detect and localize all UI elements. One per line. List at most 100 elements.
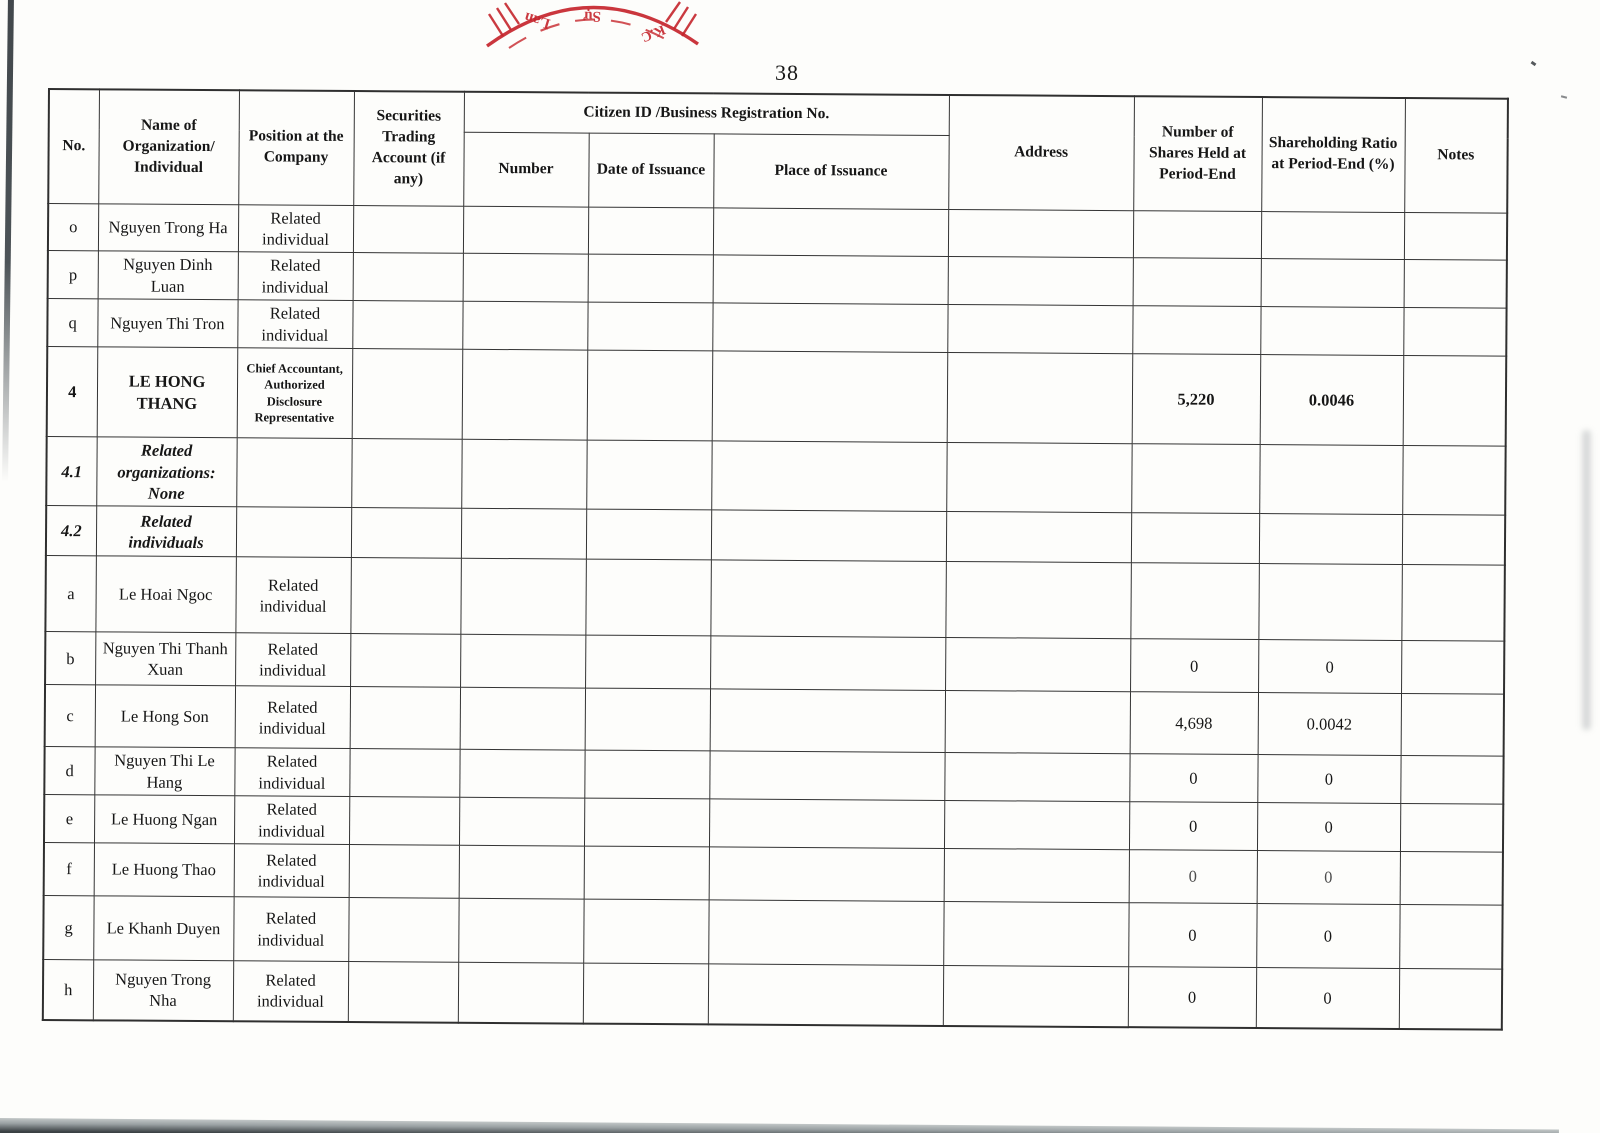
cell-id-number [460, 634, 586, 689]
cell-address [943, 848, 1129, 903]
cell-shares: 0 [1128, 902, 1257, 968]
cell-id-date [585, 509, 712, 561]
cell-position [236, 437, 352, 508]
cell-ratio: 0.0046 [1259, 354, 1404, 446]
cell-id-place [710, 560, 946, 638]
cell-no: 4.1 [46, 436, 97, 507]
cell-notes [1403, 211, 1508, 261]
header-id-date: Date of Issuance [588, 132, 714, 208]
cell-no: p [47, 250, 98, 300]
cell-notes [1403, 259, 1507, 309]
cell-id-date [583, 899, 709, 965]
cell-no: h [42, 959, 94, 1021]
cell-notes [1402, 445, 1506, 516]
stamp-text-right: K.C [639, 21, 667, 44]
cell-shares: 5,220 [1131, 353, 1261, 445]
cell-position [235, 507, 352, 558]
cell-id-place [711, 441, 947, 512]
table-row: f Le Huong Thao Related individual 0 0 [43, 842, 1503, 906]
cell-position: Related individual [237, 204, 354, 253]
cell-notes [1403, 307, 1507, 357]
cell-address [946, 352, 1133, 444]
scan-speck [1530, 60, 1537, 67]
header-notes: Notes [1404, 97, 1508, 213]
cell-id-date [584, 688, 711, 752]
scan-smudge-right [1582, 430, 1591, 730]
cell-shares: 0 [1128, 801, 1258, 851]
cell-account [351, 438, 462, 509]
cell-name: Related individuals [95, 506, 237, 558]
cell-name: Related organizations: None [96, 436, 237, 508]
cell-id-place [709, 689, 946, 753]
table-row: h Nguyen Trong Nha Related individual 0 … [42, 959, 1503, 1030]
cell-account [350, 633, 461, 688]
cell-no: f [43, 842, 94, 897]
cell-ratio [1260, 211, 1405, 260]
cell-id-place [710, 636, 946, 691]
table-row: 4 LE HONG THANG Chief Accountant, Author… [46, 346, 1507, 447]
cell-account [348, 897, 459, 963]
table-row: b Nguyen Thi Thanh Xuan Related individu… [45, 631, 1505, 695]
cell-account [350, 557, 461, 635]
cell-notes [1401, 514, 1506, 566]
cell-id-place [710, 510, 947, 562]
cell-account [347, 961, 459, 1023]
cell-position: Related individual [234, 686, 351, 749]
cell-ratio [1260, 306, 1404, 356]
table-row: c Le Hong Son Related individual 4,698 0… [44, 684, 1505, 757]
red-stamp-icon: Lan Sự K.C [486, 1, 699, 49]
cell-id-date [586, 350, 713, 442]
cell-address [942, 965, 1129, 1027]
cell-ratio: 0 [1256, 850, 1400, 905]
cell-no: e [43, 794, 95, 844]
cell-shares: 0 [1129, 754, 1258, 803]
cell-address [943, 901, 1129, 967]
page-number: 38 [775, 60, 799, 85]
cell-shares [1130, 513, 1260, 564]
table-row: 4.1 Related organizations: None [46, 436, 1506, 516]
cell-ratio: 0 [1255, 967, 1400, 1029]
header-address: Address [948, 94, 1134, 211]
cell-ratio [1258, 513, 1403, 565]
cell-id-number [462, 253, 588, 303]
scan-speck [1560, 95, 1568, 99]
scan-edge-left [2, 0, 14, 483]
cell-name: Nguyen Thi Thanh Xuan [95, 632, 236, 687]
cell-address [945, 637, 1131, 693]
cell-position: Related individual [235, 557, 351, 634]
cell-ratio: 0 [1257, 754, 1401, 804]
header-id-number: Number [463, 131, 589, 207]
cell-address [947, 304, 1133, 354]
cell-notes [1401, 564, 1505, 642]
cell-account [352, 252, 463, 302]
stamp-inner-arc [508, 18, 678, 49]
cell-id-number [458, 797, 585, 847]
cell-shares: 4,698 [1129, 692, 1259, 755]
cell-id-place [708, 847, 944, 902]
cell-account [349, 748, 460, 798]
cell-ratio: 0 [1256, 903, 1400, 969]
cell-name: Nguyen Thi Tron [97, 299, 238, 348]
cell-position: Related individual [237, 300, 353, 349]
stamp-hatch-left [487, 2, 520, 37]
cell-ratio: 0 [1256, 802, 1401, 852]
cell-name: LE HONG THANG [96, 346, 238, 438]
cell-notes [1402, 355, 1507, 447]
cell-no: q [47, 298, 98, 347]
cell-name: Le Hoai Ngoc [95, 556, 236, 634]
cell-no: a [45, 555, 96, 633]
cell-id-number [460, 508, 587, 560]
header-no: No. [48, 89, 99, 204]
cell-id-place [708, 900, 944, 966]
cell-name: Le Huong Ngan [93, 795, 235, 844]
cell-id-date [584, 750, 710, 800]
cell-account [352, 205, 464, 254]
cell-notes [1401, 640, 1505, 695]
cell-no: c [44, 684, 96, 748]
cell-id-number [460, 558, 586, 636]
cell-id-number [461, 439, 587, 510]
cell-notes [1400, 755, 1504, 805]
cell-address [947, 256, 1133, 306]
cell-id-place [712, 207, 949, 257]
